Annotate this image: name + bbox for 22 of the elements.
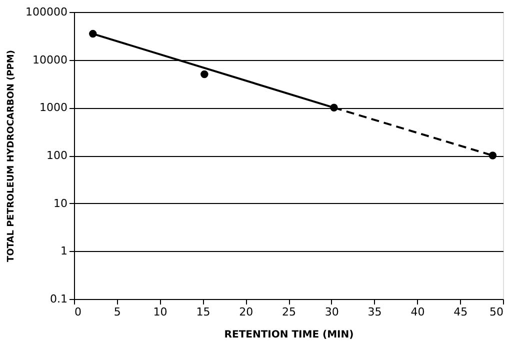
y-tick-label: 100 bbox=[46, 149, 68, 162]
x-tick-label: 0 bbox=[74, 306, 82, 318]
y-tick-label: 0.1 bbox=[50, 292, 68, 306]
y-tick-label: 1000 bbox=[40, 101, 68, 114]
x-tick-label: 40 bbox=[410, 306, 425, 318]
x-tick-label: 30 bbox=[324, 306, 339, 318]
x-tick-label: 25 bbox=[282, 306, 296, 318]
point bbox=[200, 70, 208, 78]
y-axis-title: TOTAL PETROLEUM HYDROCARBON (PPM) bbox=[6, 50, 17, 262]
x-tick-label: 15 bbox=[196, 306, 210, 318]
x-tick-label: 50 bbox=[490, 306, 504, 318]
y-tick-label: 10000 bbox=[32, 53, 68, 66]
x-tick-label: 20 bbox=[239, 306, 254, 318]
point bbox=[488, 152, 497, 160]
y-tick-label: 1 bbox=[60, 244, 68, 258]
x-tick-label: 45 bbox=[454, 306, 468, 318]
x-axis-title: RETENTION TIME (MIN) bbox=[224, 330, 354, 340]
x-tick-label: 10 bbox=[153, 306, 168, 318]
x-tick-label: 5 bbox=[114, 306, 121, 318]
x-tick-label: 35 bbox=[368, 306, 382, 318]
y-tick-label: 10 bbox=[54, 196, 68, 210]
y-tick-label: 100000 bbox=[26, 6, 68, 18]
